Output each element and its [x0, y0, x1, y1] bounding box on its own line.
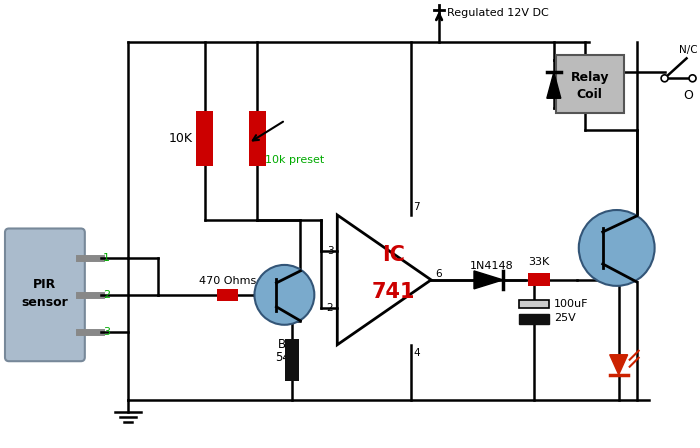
- Text: 741: 741: [372, 282, 415, 302]
- Text: 3: 3: [103, 327, 110, 337]
- Bar: [196, 111, 213, 166]
- Text: 10K: 10K: [169, 132, 192, 145]
- Text: Coil: Coil: [577, 88, 603, 101]
- Bar: [286, 339, 300, 381]
- Text: O: O: [684, 89, 694, 102]
- Text: 2: 2: [103, 290, 110, 300]
- Circle shape: [255, 265, 314, 325]
- Bar: [519, 300, 549, 308]
- Polygon shape: [610, 355, 628, 375]
- Text: PIR: PIR: [34, 278, 57, 291]
- Text: 547: 547: [275, 351, 298, 364]
- Bar: [216, 289, 239, 301]
- Text: 25V: 25V: [554, 313, 575, 323]
- Polygon shape: [474, 271, 503, 289]
- Bar: [249, 111, 266, 166]
- Text: Relay: Relay: [570, 71, 609, 84]
- Text: 1N4148: 1N4148: [470, 261, 513, 271]
- Circle shape: [661, 75, 668, 82]
- Text: Regulated 12V DC: Regulated 12V DC: [447, 9, 549, 18]
- Bar: [556, 56, 624, 113]
- Bar: [528, 273, 550, 286]
- Text: 1: 1: [103, 253, 110, 263]
- Text: 2: 2: [327, 303, 333, 314]
- Text: 7: 7: [413, 202, 420, 212]
- Text: 470 Ohms: 470 Ohms: [199, 276, 256, 286]
- Text: IC: IC: [382, 245, 405, 265]
- Text: 10k preset: 10k preset: [265, 155, 325, 165]
- FancyBboxPatch shape: [5, 228, 85, 361]
- Text: 33K: 33K: [528, 257, 550, 267]
- Text: N/C: N/C: [678, 45, 697, 56]
- Text: 4: 4: [413, 348, 420, 358]
- Text: 3: 3: [327, 246, 333, 256]
- Bar: [519, 314, 549, 324]
- Text: BC: BC: [279, 338, 295, 351]
- Text: 6: 6: [435, 269, 442, 279]
- Text: sensor: sensor: [22, 296, 69, 309]
- Circle shape: [689, 75, 696, 82]
- Circle shape: [579, 210, 654, 286]
- Polygon shape: [547, 72, 561, 98]
- Text: 100uF: 100uF: [554, 299, 588, 309]
